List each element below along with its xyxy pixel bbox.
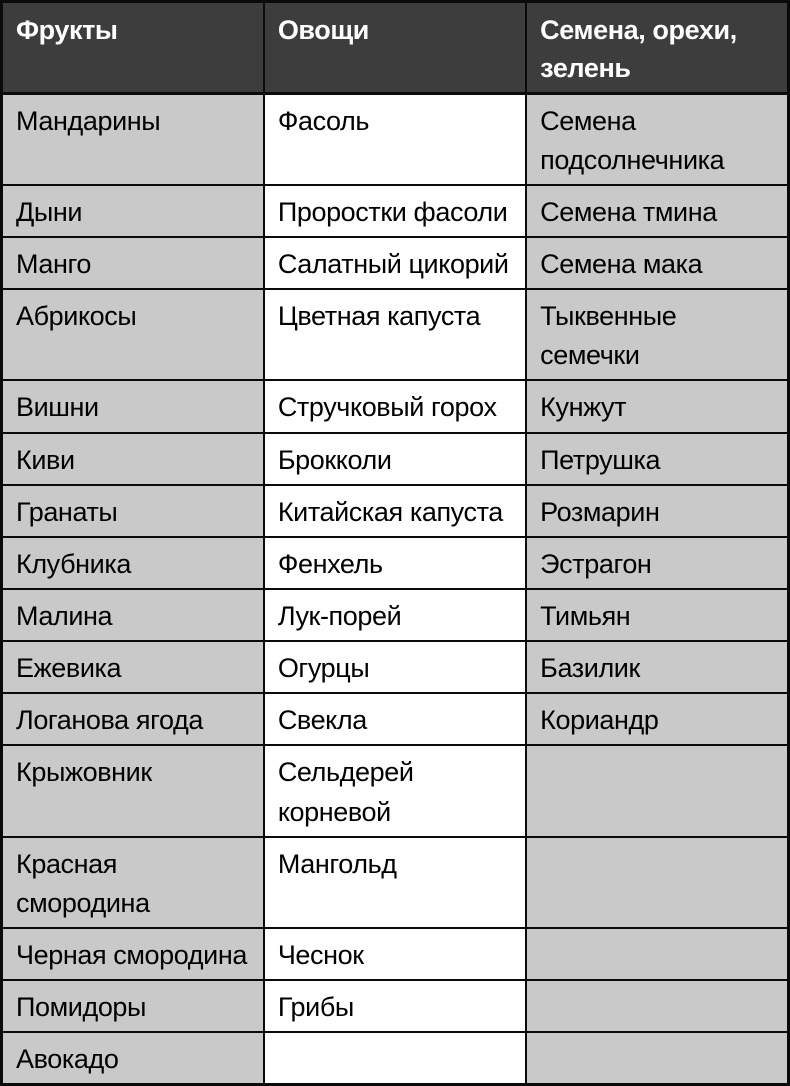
cell-fruits: Крыжовник (0, 744, 265, 838)
header-seeds-nuts-greens: Семена, орехи, зелень (525, 0, 790, 95)
cell-vegetables: Цветная капуста (262, 288, 528, 382)
cell-seeds-nuts-greens: Тимьян (525, 587, 790, 643)
table-row: Гранаты Китайская капуста Розмарин (0, 483, 790, 538)
table-row: Мандарины Фасоль Семена подсолнечника (0, 92, 790, 186)
cell-vegetables: Грибы (262, 979, 528, 1034)
cell-vegetables: Лук-порей (262, 587, 528, 643)
cell-fruits: Гранаты (0, 483, 265, 538)
table-row: Абрикосы Цветная капуста Тыквенные семечки (0, 288, 790, 382)
table-row: Красная смородина Мангольд (0, 835, 790, 929)
table-row: Авокадо (0, 1031, 790, 1086)
cell-fruits: Клубника (0, 535, 265, 591)
header-vegetables: Овощи (262, 0, 528, 95)
cell-seeds-nuts-greens: Кориандр (525, 692, 790, 747)
cell-seeds-nuts-greens: Семена подсолнечника (525, 92, 790, 186)
cell-vegetables: Проростки фасоли (262, 183, 528, 239)
table-row: Черная смородина Чеснок (0, 926, 790, 982)
header-fruits: Фрукты (0, 0, 265, 95)
cell-vegetables: Сельдерей корневой (262, 744, 528, 838)
table-row: Дыни Проростки фасоли Семена тмина (0, 183, 790, 239)
cell-seeds-nuts-greens (525, 744, 790, 838)
table-row: Вишни Стручковый горох Кунжут (0, 379, 790, 434)
cell-vegetables: Свекла (262, 692, 528, 747)
cell-seeds-nuts-greens: Розмарин (525, 483, 790, 538)
cell-seeds-nuts-greens: Кунжут (525, 379, 790, 434)
cell-fruits: Ежевика (0, 640, 265, 695)
cell-fruits: Логанова ягода (0, 692, 265, 747)
cell-vegetables: Чеснок (262, 926, 528, 982)
cell-fruits: Черная смородина (0, 926, 265, 982)
table-row: Ежевика Огурцы Базилик (0, 640, 790, 695)
cell-vegetables: Фасоль (262, 92, 528, 186)
table-row: Клубника Фенхель Эстрагон (0, 535, 790, 591)
cell-seeds-nuts-greens (525, 979, 790, 1034)
cell-vegetables: Салатный цикорий (262, 236, 528, 291)
cell-fruits: Вишни (0, 379, 265, 434)
cell-seeds-nuts-greens (525, 835, 790, 929)
table-row: Логанова ягода Свекла Кориандр (0, 692, 790, 747)
cell-fruits: Малина (0, 587, 265, 643)
table-row: Помидоры Грибы (0, 979, 790, 1034)
cell-seeds-nuts-greens: Петрушка (525, 431, 790, 486)
cell-fruits: Абрикосы (0, 288, 265, 382)
cell-vegetables (262, 1031, 528, 1086)
cell-fruits: Дыни (0, 183, 265, 239)
cell-vegetables: Мангольд (262, 835, 528, 929)
table-header-row: Фрукты Овощи Семена, орехи, зелень (0, 0, 790, 95)
cell-fruits: Помидоры (0, 979, 265, 1034)
cell-vegetables: Фенхель (262, 535, 528, 591)
cell-vegetables: Стручковый горох (262, 379, 528, 434)
cell-seeds-nuts-greens: Семена мака (525, 236, 790, 291)
cell-fruits: Авокадо (0, 1031, 265, 1086)
table-row: Крыжовник Сельдерей корневой (0, 744, 790, 838)
cell-fruits: Киви (0, 431, 265, 486)
cell-seeds-nuts-greens: Семена тмина (525, 183, 790, 239)
cell-seeds-nuts-greens: Эстрагон (525, 535, 790, 591)
cell-seeds-nuts-greens (525, 1031, 790, 1086)
table-row: Малина Лук-порей Тимьян (0, 587, 790, 643)
cell-seeds-nuts-greens: Базилик (525, 640, 790, 695)
cell-vegetables: Брокколи (262, 431, 528, 486)
cell-fruits: Красная смородина (0, 835, 265, 929)
cell-fruits: Манго (0, 236, 265, 291)
cell-seeds-nuts-greens (525, 926, 790, 982)
table-row: Манго Салатный цикорий Семена мака (0, 236, 790, 291)
cell-vegetables: Китайская капуста (262, 483, 528, 538)
cell-vegetables: Огурцы (262, 640, 528, 695)
table-row: Киви Брокколи Петрушка (0, 431, 790, 486)
cell-fruits: Мандарины (0, 92, 265, 186)
table-body: Мандарины Фасоль Семена подсолнечника Дыни П… (0, 92, 790, 1086)
cell-seeds-nuts-greens: Тыквенные семечки (525, 288, 790, 382)
